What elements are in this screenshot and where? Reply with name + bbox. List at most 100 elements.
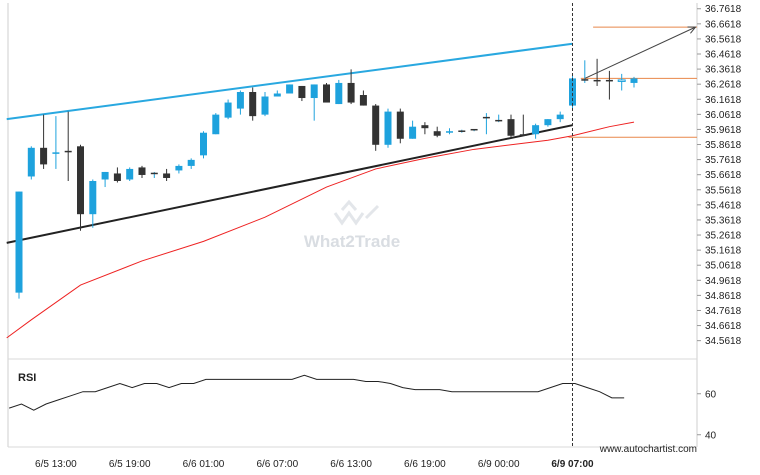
target-arrow-line [584,26,696,79]
candle-body [569,78,576,106]
candle [617,73,626,91]
candle-body [113,173,121,181]
rsi-tick-label: 40 [705,430,717,441]
watermark: What2Trade [304,199,400,251]
candle-body [126,168,134,180]
time-tick-label: 6/9 07:00 [551,459,594,470]
candle [532,123,540,139]
candle [163,168,171,181]
candle-body [630,78,638,83]
candle-body [101,171,109,180]
candle [126,167,134,181]
upper-trendline [6,42,573,121]
candle [630,76,638,88]
target-arrow [584,26,697,79]
price-tick-label: 36.1618 [705,95,742,106]
candle [605,70,613,100]
candle-body [77,146,84,215]
candle-body [40,147,48,165]
candle-body [532,125,540,135]
candle-body [64,150,72,153]
price-tick-label: 36.4618 [705,50,742,61]
candle [507,114,515,138]
price-tick-label: 34.9618 [705,276,742,287]
rsi-title: RSI [18,372,36,384]
candle-body [27,147,35,177]
candle [101,171,109,188]
candle-body [175,165,183,171]
candle-body [298,85,306,99]
candle [261,91,269,117]
candle [15,191,23,299]
time-tick-label: 6/5 19:00 [109,459,151,470]
rsi-panel: RSI 60 40 [9,372,717,441]
candle [409,120,417,139]
candle-body [544,119,552,126]
candle-body [138,167,146,175]
price-tick-label: 34.7618 [705,306,742,317]
candle [581,60,589,83]
price-tick-label: 35.3618 [705,215,742,226]
candle-body [593,79,601,82]
candle [396,108,404,144]
price-tick-label: 35.7618 [705,155,742,166]
candle [323,82,330,103]
price-tick-label: 34.6618 [705,321,742,332]
candle [175,164,183,174]
candle [298,85,306,102]
candle-body [507,119,515,136]
candle-body [163,173,171,178]
candle [495,114,503,123]
candle [64,111,72,181]
candle-body [433,131,441,136]
candle [433,126,441,138]
time-tick-label: 6/9 00:00 [478,459,520,470]
rsi-line [9,374,625,411]
candle-body [15,191,23,293]
lower-trendline [6,124,573,244]
candle-body [384,111,392,145]
time-tick-label: 6/5 13:00 [35,459,77,470]
rsi-tick-label: 60 [705,389,717,400]
price-tick-label: 35.1618 [705,246,742,257]
candle-body [519,134,527,136]
target-arrow-head [687,26,697,34]
price-tick-label: 35.5618 [705,185,742,196]
candle [384,108,392,148]
candle [519,114,527,136]
candle-body [446,131,453,133]
candle-body [347,82,355,103]
candle [544,119,552,127]
candle-body [212,114,220,135]
candle [421,122,429,135]
price-tick-label: 36.6618 [705,19,742,30]
price-axis: 36.7618 36.6618 36.5618 36.4618 36.3618 36.26… [697,4,742,347]
candle-body [421,125,429,129]
candle-body [396,111,404,139]
price-tick-label: 36.2618 [705,80,742,91]
candle [200,131,207,159]
time-axis: 6/5 13:00 6/5 19:00 6/6 01:00 6/6 07:00 6/6 … [35,3,594,470]
candle [273,90,281,97]
candle-body [556,114,564,120]
candle [335,79,343,105]
time-tick-label: 6/6 13:00 [330,459,372,470]
candle-body [286,84,294,94]
time-tick-label: 6/6 19:00 [404,459,446,470]
candle-body [335,82,343,105]
price-tick-label: 35.4618 [705,200,742,211]
candle [482,113,490,135]
candle [187,158,195,169]
candle-body [273,93,281,97]
candle-body [261,96,269,115]
price-tick-label: 36.0618 [705,110,742,121]
footer-url[interactable]: www.autochartist.com [599,444,697,455]
candle [359,90,367,106]
candle [446,128,453,135]
candle-body [224,102,232,118]
candle [113,167,121,183]
candle [27,146,35,180]
trendlines [6,42,573,244]
price-tick-label: 35.9618 [705,125,742,136]
